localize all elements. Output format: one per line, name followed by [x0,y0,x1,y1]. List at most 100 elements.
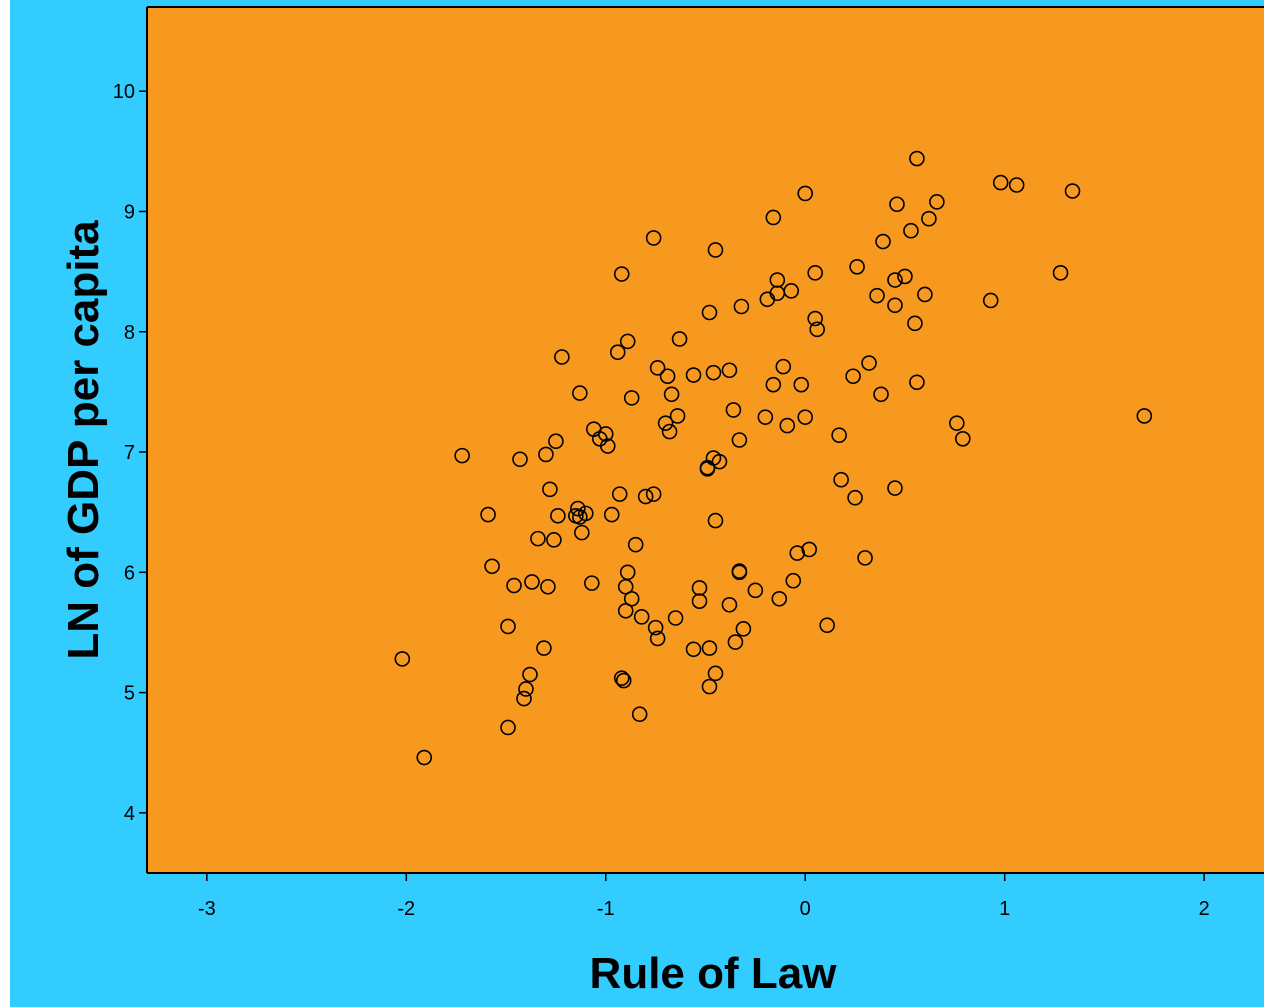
data-point [727,634,744,650]
data-point [731,432,748,448]
data-point [554,349,570,365]
data-point [627,536,644,553]
data-point [721,596,738,613]
data-point [701,678,718,695]
data-point [909,374,925,391]
data-point [1064,183,1081,199]
x-tick-label: -3 [198,898,216,920]
data-point [707,242,724,258]
plot-area [147,7,1264,873]
x-tick-label: 0 [800,898,811,920]
data-point [542,481,558,498]
data-point [645,486,662,502]
data-point [982,292,999,309]
data-point [512,451,528,468]
data-point [779,417,796,434]
data-point [454,447,470,464]
data-point [649,630,666,647]
data-point [659,368,676,385]
data-point [500,618,516,635]
data-point [793,376,810,393]
data-point [524,574,540,590]
data-point [809,321,826,338]
data-point [506,577,522,594]
x-axis-title: Rule of Law [590,949,838,998]
scatter-chart: -3 -2 -1 0 1 2 4 5 6 7 8 9 10 Rule of Law LN of GDP… [10,0,1264,1007]
data-point [949,415,965,431]
data-point [705,364,722,381]
data-point [775,358,792,375]
data-point [833,471,849,488]
data-point [783,283,800,299]
data-point [857,550,873,566]
data-point [887,297,903,314]
data-points [394,150,1153,766]
data-point [394,651,411,667]
data-point [711,453,728,470]
data-point [992,174,1009,191]
y-axis: 4 5 6 7 8 9 10 [113,7,148,873]
data-point [480,506,496,523]
data-point [733,298,750,315]
data-point [757,409,774,425]
data-point [685,367,702,383]
data-point [572,385,588,401]
data-point [785,572,802,589]
data-point [574,524,590,541]
data-point [613,266,630,282]
data-point [725,402,742,418]
data-point [416,749,433,766]
data-point [921,210,937,227]
y-tick-label: 5 [124,683,135,705]
x-tick-label: -1 [597,898,615,920]
data-point [707,665,724,682]
data-point [548,433,564,450]
data-point [546,532,562,548]
x-tick-label: 2 [1199,898,1210,920]
data-point [887,272,903,288]
data-point [500,719,516,736]
data-point [765,209,782,226]
data-point [797,185,814,202]
chart-svg: -3 -2 -1 0 1 2 4 5 6 7 8 9 10 Rule of Law LN of GDP… [10,0,1264,1007]
data-point [669,408,686,424]
data-point [530,530,546,547]
data-point [789,545,806,561]
data-point [1008,177,1025,193]
data-point [765,376,782,393]
data-point [797,409,814,425]
data-point [735,621,752,637]
y-tick-label: 8 [124,322,135,344]
data-point [831,427,847,443]
data-point [631,706,648,723]
data-point [845,368,861,385]
data-point [1052,265,1069,281]
data-point [869,287,885,304]
y-tick-label: 9 [124,201,135,223]
data-point [929,194,945,210]
data-point [649,360,666,376]
data-point [647,619,664,636]
y-axis-title: LN of GDP per capita [59,220,108,660]
data-point [584,575,600,591]
data-point [771,590,788,607]
data-point [538,446,554,463]
data-point [917,286,933,303]
data-point [807,310,824,327]
data-point [599,438,616,454]
data-point [801,541,818,558]
data-point [875,233,891,250]
data-point [623,390,640,406]
data-point [518,681,534,697]
data-point [849,258,865,275]
data-point [897,268,913,285]
x-tick-label: 1 [999,898,1010,920]
data-point [747,582,764,599]
data-point [617,602,634,619]
data-point [540,578,556,595]
data-point [907,315,923,332]
y-tick-label: 6 [124,562,135,584]
data-point [637,488,654,505]
y-tick-label: 7 [124,442,135,464]
data-point [819,617,835,634]
